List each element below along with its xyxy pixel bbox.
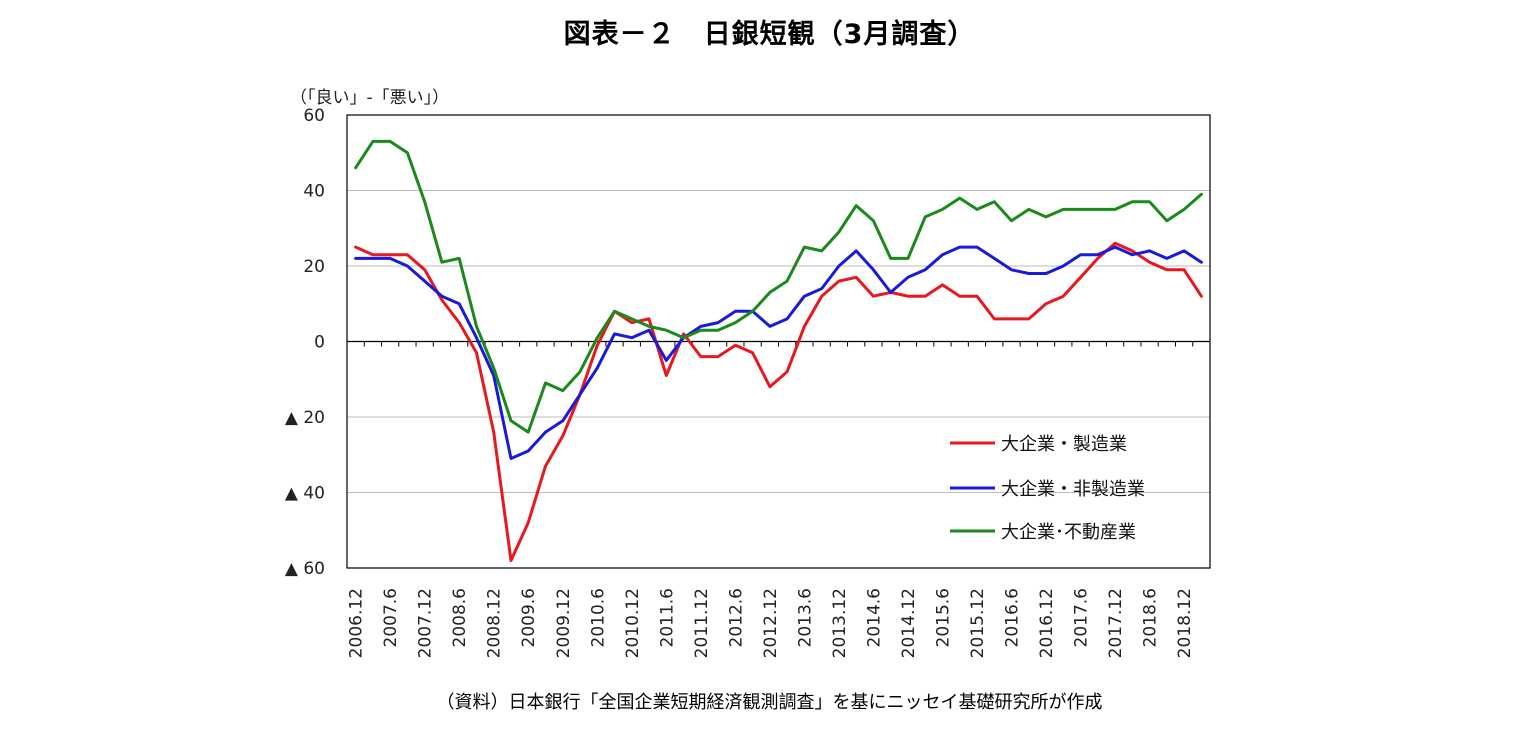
x-tick-label: 2018.6	[1141, 588, 1161, 647]
series-line-1	[354, 241, 1203, 562]
y-tick-label: ▲ 20	[285, 408, 325, 428]
x-tick-label: 2018.12	[1175, 588, 1195, 658]
x-tick-label: 2015.12	[968, 588, 988, 658]
chart-title: 図表－２ 日銀短観（3月調査）	[563, 19, 976, 50]
x-tick-label: 2009.12	[554, 588, 574, 658]
x-tick-label: 2014.6	[864, 588, 884, 647]
x-tick-label: 2017.12	[1106, 588, 1126, 658]
x-tick-label: 2011.12	[692, 588, 712, 658]
x-tick-label: 2009.6	[519, 588, 539, 647]
chart-source: （資料）日本銀行「全国企業短期経済観測調査」を基にニッセイ基礎研究所が作成	[436, 692, 1103, 713]
x-tick-label: 2007.12	[416, 588, 436, 658]
x-tick-labels: 2006.12 2007.6 2007.12 2008.6 2008.12 2009.6 2…	[347, 588, 1195, 658]
series-lines	[354, 139, 1203, 562]
x-tick-label: 2014.12	[899, 588, 919, 658]
x-tick-label: 2010.6	[588, 588, 608, 647]
axes	[346, 114, 1211, 569]
legend-label-3: 大企業･不動産業	[1001, 522, 1136, 543]
x-tick-label: 2016.12	[1037, 588, 1057, 658]
line-chart: 60 40 20 0 ▲ 20 ▲ 40 ▲ 60 2006.12 2007.6 2007.12…	[285, 88, 1211, 658]
x-tick-label: 2017.6	[1072, 588, 1092, 647]
legend-label-1: 大企業・製造業	[1001, 434, 1127, 455]
x-tick-label: 2015.6	[933, 588, 953, 647]
y-axis-label: （「良い」-「悪い」）	[290, 88, 449, 108]
x-tick-label: 2007.6	[381, 588, 401, 647]
x-tick-label: 2012.12	[761, 588, 781, 658]
x-tick-label: 2016.6	[1003, 588, 1023, 647]
x-tick-label: 2012.6	[726, 588, 746, 647]
y-tick-label: 0	[314, 333, 325, 353]
legend-label-2: 大企業・非製造業	[1001, 479, 1145, 500]
x-tick-label: 2008.6	[450, 588, 470, 647]
y-tick-label: 20	[303, 257, 325, 277]
x-tick-label: 2011.6	[657, 588, 677, 647]
y-tick-labels: 60 40 20 0 ▲ 20 ▲ 40 ▲ 60	[285, 106, 325, 579]
series-line-2	[354, 245, 1203, 460]
x-tick-label: 2008.12	[485, 588, 505, 658]
x-tick-label: 2006.12	[347, 588, 367, 658]
x-tick-label: 2013.6	[795, 588, 815, 647]
series-line-3	[354, 139, 1203, 434]
y-tick-label: ▲ 40	[285, 484, 325, 504]
y-tick-label: ▲ 60	[285, 559, 325, 579]
x-tick-label: 2010.12	[623, 588, 643, 658]
y-tick-label: 60	[303, 106, 325, 126]
y-tick-label: 40	[303, 182, 325, 202]
x-tick-label: 2013.12	[830, 588, 850, 658]
